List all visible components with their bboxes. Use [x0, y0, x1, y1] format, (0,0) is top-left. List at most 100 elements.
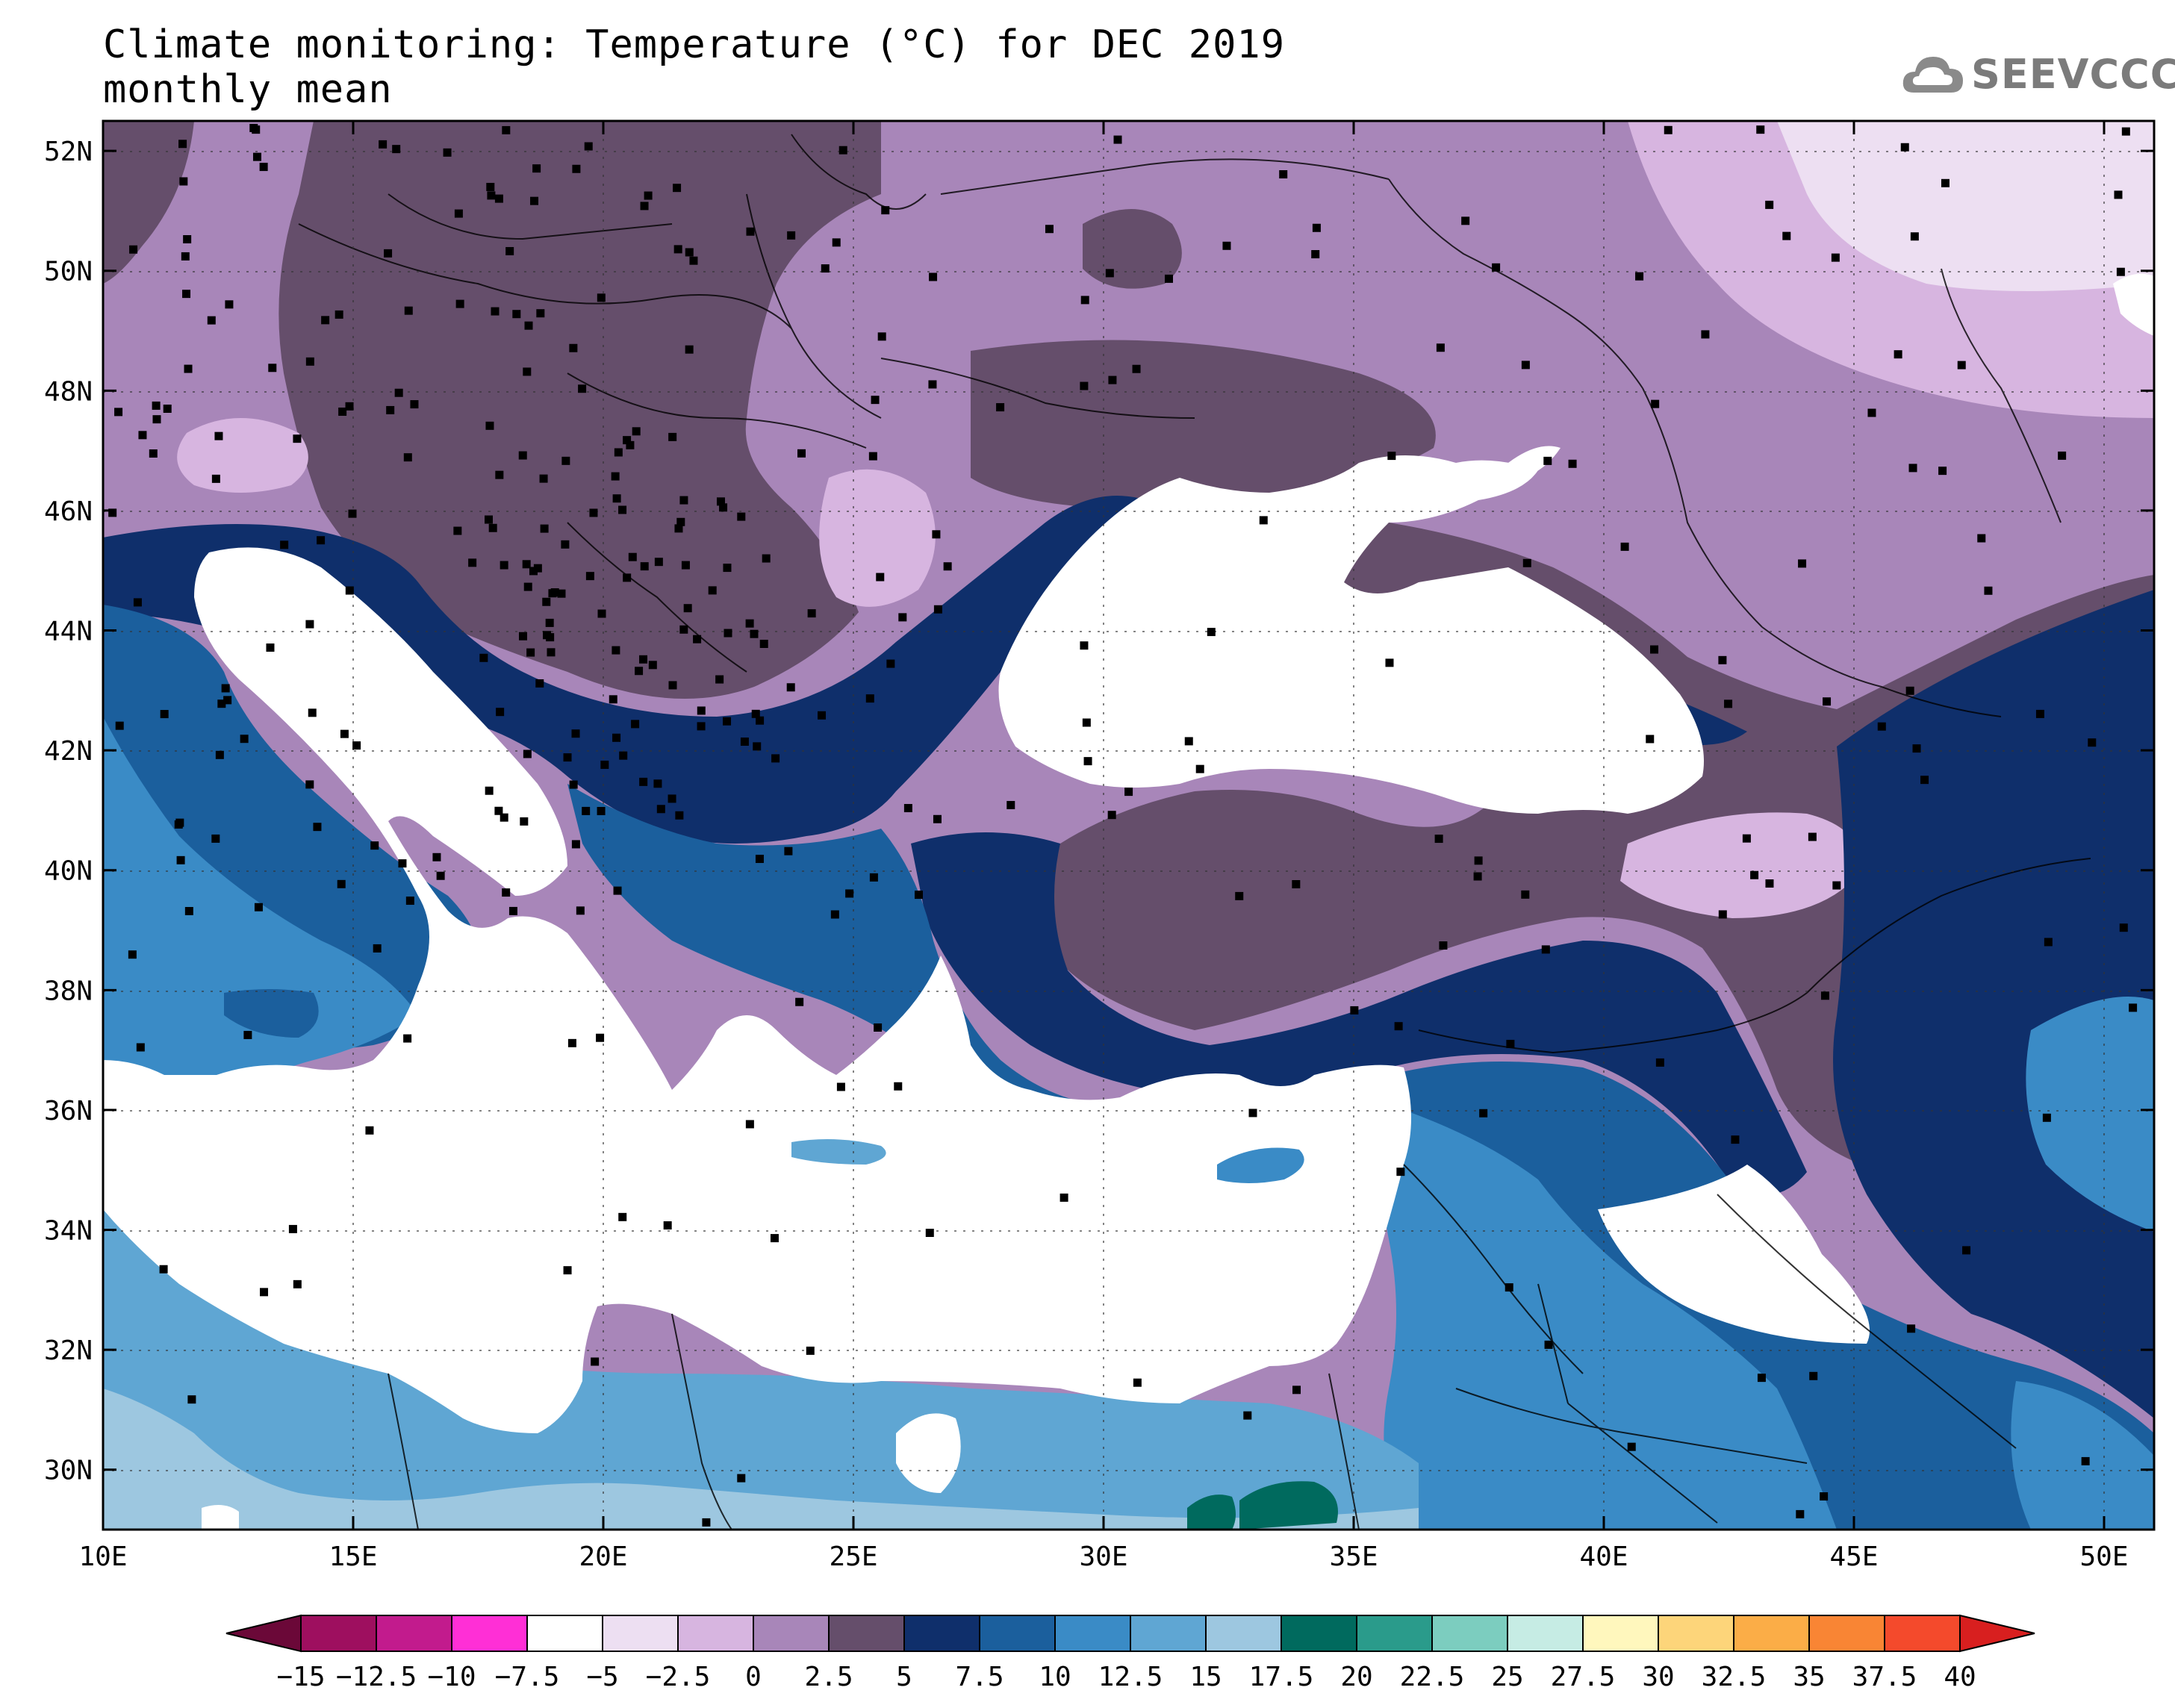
station-marker	[2044, 938, 2053, 947]
station-marker	[561, 456, 570, 465]
station-marker	[807, 609, 816, 618]
station-marker	[243, 1030, 252, 1039]
station-marker	[365, 1126, 374, 1135]
station-marker	[830, 910, 839, 919]
station-marker	[675, 811, 684, 820]
station-marker	[386, 405, 395, 414]
station-marker	[1894, 350, 1902, 359]
station-marker	[689, 256, 698, 265]
station-marker	[443, 148, 452, 157]
station-marker	[1756, 125, 1765, 134]
y-tick-label: 34N	[44, 1216, 93, 1247]
station-marker	[597, 806, 606, 815]
station-marker	[163, 405, 172, 414]
station-marker	[881, 206, 890, 215]
station-marker	[716, 497, 725, 506]
station-marker	[518, 451, 527, 460]
station-marker	[1060, 1193, 1068, 1202]
station-marker	[1750, 870, 1759, 879]
station-marker	[751, 709, 760, 718]
light-purple-caucasus	[1620, 812, 1861, 918]
station-marker	[561, 540, 570, 549]
station-marker	[654, 558, 663, 567]
station-marker	[1243, 1411, 1252, 1420]
station-markers	[108, 123, 2138, 1527]
station-marker	[1908, 464, 1917, 473]
station-marker	[623, 573, 632, 582]
station-marker	[894, 1082, 903, 1091]
navy-band-west	[103, 496, 1165, 844]
station-marker	[708, 586, 717, 595]
colorbar-cell	[903, 1615, 980, 1652]
no-data-libya	[896, 1413, 961, 1493]
station-marker	[943, 562, 952, 571]
station-marker	[571, 729, 580, 738]
station-marker	[1473, 872, 1482, 881]
station-marker	[609, 695, 617, 704]
colorbar-cell	[376, 1615, 452, 1652]
light-purple-carpathians	[819, 469, 936, 607]
station-marker	[215, 750, 224, 759]
station-marker	[676, 517, 685, 526]
station-marker	[874, 1023, 883, 1032]
station-marker	[308, 708, 317, 717]
station-marker	[321, 316, 330, 325]
station-marker	[2081, 1456, 2090, 1465]
station-marker	[178, 140, 187, 149]
station-marker	[345, 402, 354, 411]
station-marker	[753, 742, 762, 751]
black-sea	[998, 455, 1704, 814]
station-marker	[1474, 856, 1483, 865]
mid-blue-gulf	[2011, 1381, 2154, 1530]
station-marker	[1646, 735, 1655, 744]
station-marker	[1394, 1022, 1403, 1031]
station-marker	[2114, 190, 2123, 199]
mid-blue-caspian	[2026, 997, 2154, 1232]
station-marker	[626, 440, 635, 449]
station-marker	[508, 906, 517, 915]
station-marker	[260, 1288, 269, 1297]
blue-greece-aegean	[567, 784, 1284, 1160]
station-marker	[1651, 399, 1660, 408]
station-marker	[379, 140, 388, 149]
station-marker	[436, 871, 445, 880]
station-marker	[485, 515, 494, 524]
colorbar: −15 −12.5 −10 −7.5 −5 −2.5 0 2.5 5 7.5 10 12.5 15 17.…	[225, 1614, 2035, 1692]
station-marker	[1164, 274, 1173, 283]
station-marker	[454, 209, 463, 218]
station-marker	[746, 227, 755, 236]
colorbar-cell	[1808, 1615, 1885, 1652]
station-marker	[1312, 223, 1321, 232]
station-marker	[1543, 456, 1552, 465]
station-marker	[1083, 757, 1092, 766]
station-marker	[1655, 1058, 1664, 1067]
station-marker	[1080, 641, 1089, 650]
station-marker	[1124, 788, 1133, 797]
station-marker	[338, 407, 347, 416]
station-marker	[1796, 1509, 1805, 1518]
colorbar-cell	[753, 1615, 830, 1652]
station-marker	[745, 1120, 754, 1129]
station-marker	[373, 944, 382, 953]
colorbar-label: −2.5	[646, 1662, 711, 1692]
station-marker	[317, 536, 326, 545]
station-marker	[1701, 330, 1710, 339]
station-marker	[512, 310, 521, 319]
station-marker	[611, 472, 620, 481]
station-marker	[612, 646, 620, 655]
station-marker	[254, 903, 263, 911]
station-marker	[1718, 910, 1727, 919]
station-marker	[653, 779, 662, 788]
station-marker	[762, 554, 771, 563]
mediterranean-sea	[103, 547, 1411, 1434]
title-line-1: Climate monitoring: Temperature (°C) for…	[103, 22, 1286, 67]
station-marker	[485, 786, 494, 795]
station-marker	[547, 648, 556, 657]
station-marker	[771, 754, 780, 763]
y-tick-label: 36N	[44, 1096, 93, 1126]
station-marker	[795, 997, 804, 1006]
colorbar-label: −7.5	[495, 1662, 560, 1692]
station-marker	[152, 415, 161, 424]
station-marker	[394, 388, 403, 397]
station-marker	[174, 820, 183, 829]
